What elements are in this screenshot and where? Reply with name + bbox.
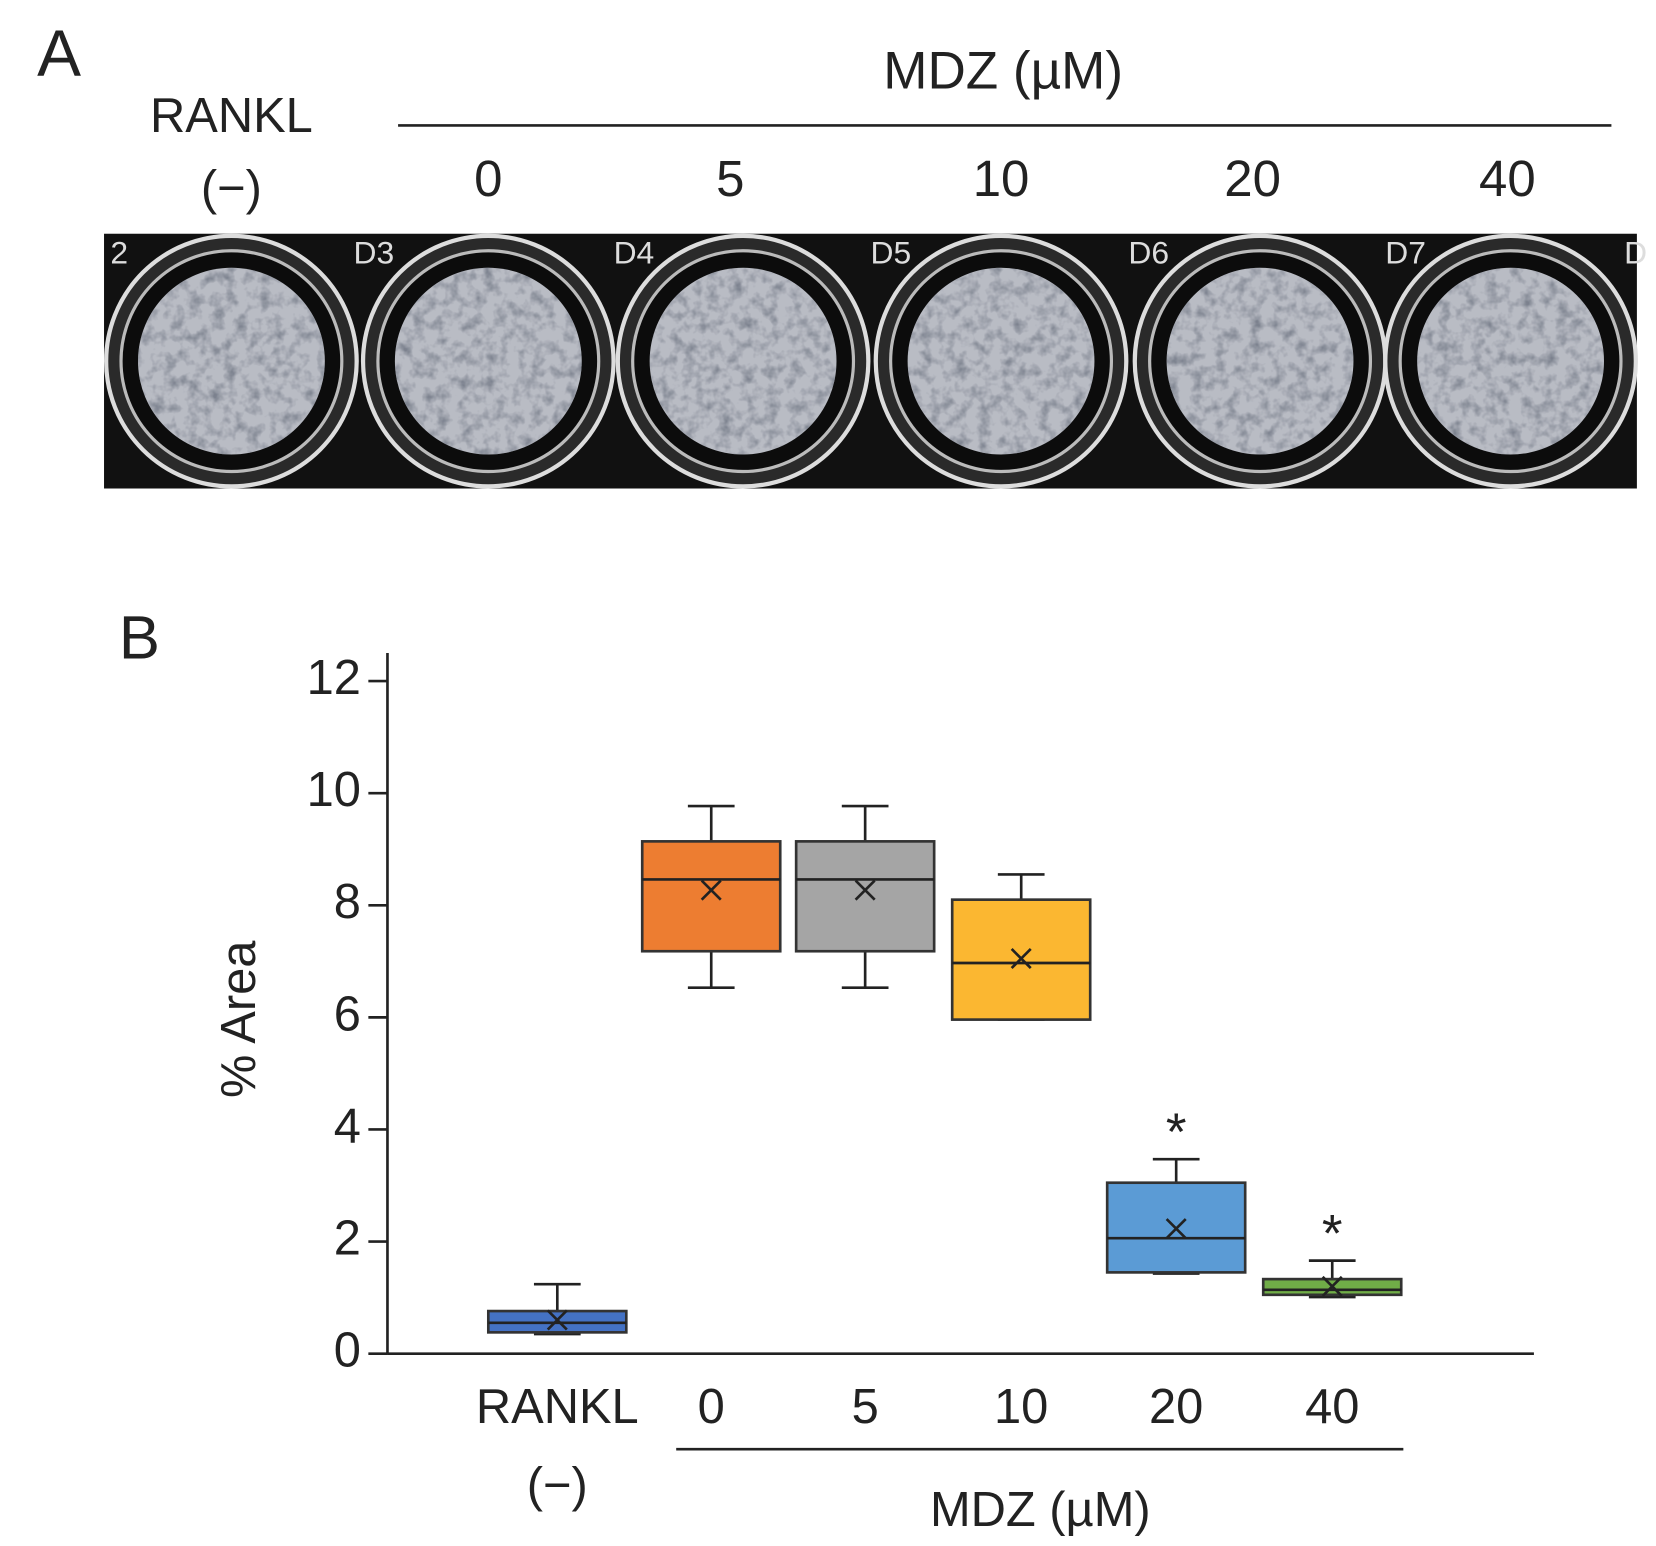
y-tick-label: 4 [334,1099,361,1153]
well-label: D4 [614,234,655,270]
well-label: D6 [1128,234,1169,270]
dose-label: 40 [1479,150,1536,207]
y-tick-label: 8 [334,875,361,929]
mean-marker [1010,948,1032,970]
y-tick-label: 2 [334,1211,361,1265]
well-label: D7 [1385,234,1426,270]
y-tick-label: 6 [334,987,361,1041]
well-stain [907,267,1095,455]
well-label: D3 [353,234,394,270]
mean-marker [1321,1275,1343,1297]
panel-label: B [119,604,160,673]
dose-label: 5 [716,150,744,207]
dose-label: 10 [973,150,1030,207]
well-stain [1166,267,1354,455]
control-label: RANKL (−) [150,89,313,215]
well-stain [1417,267,1604,455]
mean-marker [546,1309,568,1331]
y-tick-label: 0 [334,1324,361,1378]
x-tick-label: RANKL (−) [476,1380,639,1513]
significance-marker: * [1166,1103,1187,1162]
well-label: D [1624,234,1647,270]
mean-marker [1165,1218,1187,1240]
x-tick-label: 10 [994,1380,1048,1434]
box [640,840,782,953]
y-tick-label: 12 [307,651,361,705]
well-stain [138,267,325,455]
box [794,840,936,953]
group-label: MDZ (µM) [883,42,1123,101]
well-stain [649,267,837,455]
group-label: MDZ (µM) [930,1483,1151,1537]
significance-marker: * [1322,1204,1343,1263]
dose-label: 0 [474,150,502,207]
panel-label: A [37,16,81,90]
x-tick-label: 40 [1305,1380,1359,1434]
well-label: D5 [870,234,911,270]
y-axis-label: % Area [212,940,266,1098]
well-label: 2 [110,234,128,270]
wells: 2 D3 D4 D5 D6 D7 D [104,233,1647,489]
dose-label: 20 [1224,150,1281,207]
x-tick-label: 5 [852,1380,879,1434]
x-tick-label: 0 [698,1380,725,1434]
y-tick-label: 10 [307,763,361,817]
mean-marker [854,879,876,901]
mean-marker [700,879,722,901]
x-tick-label: 20 [1149,1380,1203,1434]
well-stain [394,267,582,455]
